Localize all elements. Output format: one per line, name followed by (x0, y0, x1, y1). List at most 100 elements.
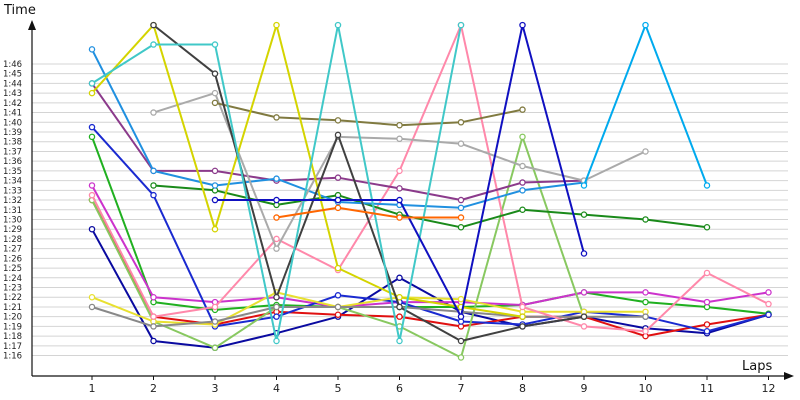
x-tick-label: 12 (762, 382, 776, 395)
data-point (519, 206, 526, 214)
data-point (88, 123, 96, 131)
y-tick-label: 1:32 (3, 196, 22, 206)
series-16 (150, 21, 588, 345)
tick-labels: 1:161:171:181:191:201:211:221:231:241:25… (3, 60, 776, 395)
data-point (150, 167, 157, 175)
series-line (214, 101, 523, 127)
data-point (519, 106, 526, 113)
data-point (273, 293, 280, 301)
data-point (88, 303, 96, 311)
data-point (88, 293, 96, 301)
data-point (396, 185, 403, 192)
data-point (396, 121, 403, 129)
x-tick-label: 5 (335, 382, 342, 395)
data-point (273, 235, 280, 243)
x-axis-title: Laps (742, 359, 772, 374)
data-point (150, 337, 157, 345)
data-point (519, 303, 526, 311)
y-tick-label: 1:39 (3, 128, 22, 138)
data-point (642, 298, 649, 306)
data-point (642, 289, 649, 296)
data-point (642, 313, 649, 320)
data-point (396, 313, 403, 320)
x-tick-label: 10 (639, 382, 653, 395)
data-point (765, 311, 772, 318)
y-tick-label: 1:28 (3, 235, 22, 245)
y-tick-label: 1:33 (3, 186, 22, 196)
y-tick-label: 1:29 (3, 225, 22, 235)
data-point (334, 174, 342, 181)
data-point (457, 224, 465, 231)
x-tick-label: 9 (581, 382, 588, 395)
data-point (334, 117, 342, 124)
data-point (273, 175, 280, 182)
y-tick-label: 1:22 (3, 293, 22, 303)
y-axis-arrow-icon (28, 20, 36, 30)
series-line (91, 24, 523, 318)
x-axis-arrow-icon (784, 372, 794, 380)
y-tick-label: 1:19 (3, 322, 22, 332)
y-tick-label: 1:16 (3, 352, 22, 362)
series-line (91, 126, 769, 333)
data-point (211, 225, 219, 233)
series-line (91, 228, 769, 349)
x-tick-label: 1 (89, 382, 96, 395)
data-point (150, 182, 157, 189)
y-tick-label: 1:35 (3, 167, 22, 177)
data-point (519, 179, 526, 186)
series-18 (211, 21, 588, 320)
y-tick-label: 1:43 (3, 89, 22, 99)
data-point (273, 313, 280, 320)
data-point (150, 293, 157, 301)
data-point (88, 89, 96, 97)
data-point (150, 41, 157, 48)
y-tick-label: 1:36 (3, 157, 22, 167)
series-7 (88, 289, 649, 328)
data-point (88, 46, 96, 53)
data-point (334, 292, 342, 299)
data-point (273, 245, 280, 252)
series-line (152, 24, 585, 342)
data-point (88, 182, 96, 189)
data-point (703, 321, 711, 328)
data-point (396, 135, 403, 143)
data-point (457, 214, 465, 221)
data-point (580, 182, 588, 189)
data-point (396, 274, 403, 282)
y-tick-label: 1:41 (3, 109, 22, 119)
data-point (457, 140, 465, 147)
data-point (273, 21, 280, 29)
data-point (211, 182, 219, 189)
data-point (703, 224, 711, 231)
x-tick-label: 11 (700, 382, 714, 395)
data-point (765, 300, 772, 308)
y-tick-label: 1:37 (3, 147, 22, 157)
data-point (88, 80, 96, 87)
series-line (91, 185, 769, 308)
data-point (457, 354, 465, 361)
data-point (580, 323, 588, 330)
data-point (273, 114, 280, 121)
data-point (150, 313, 157, 320)
data-point (334, 131, 342, 139)
data-point (703, 298, 711, 306)
series-17 (88, 21, 465, 345)
y-tick-label: 1:27 (3, 245, 22, 255)
data-point (150, 323, 157, 330)
data-point (457, 337, 465, 345)
data-point (88, 133, 96, 141)
data-point (703, 328, 711, 335)
data-point (211, 41, 219, 48)
series-14 (211, 99, 526, 129)
y-tick-label: 1:24 (3, 274, 22, 284)
data-point (334, 311, 342, 318)
y-tick-label: 1:30 (3, 215, 22, 225)
data-point (211, 167, 219, 175)
data-point (519, 313, 526, 320)
data-point (150, 191, 157, 199)
y-tick-label: 1:23 (3, 284, 22, 294)
data-point (211, 303, 219, 311)
y-tick-label: 1:38 (3, 138, 22, 148)
data-point (396, 214, 403, 221)
